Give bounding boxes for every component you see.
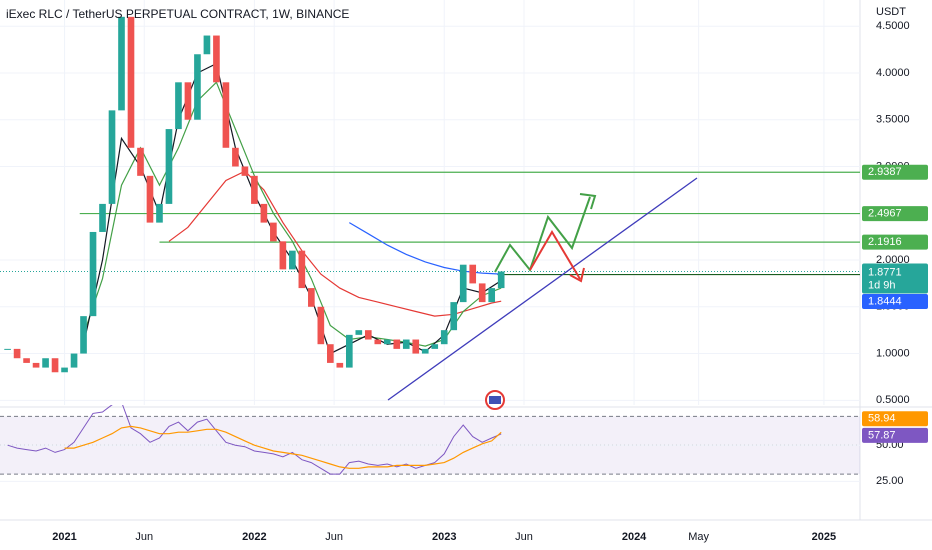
bear-arrow [569, 267, 585, 283]
last-price: 1.8771 [868, 266, 902, 278]
y-tick-label: 0.5000 [876, 394, 910, 406]
level-label: 2.1916 [868, 236, 902, 248]
candle [469, 264, 477, 284]
candle [355, 330, 363, 335]
moving-average [82, 81, 502, 347]
candle [488, 288, 496, 303]
candle [4, 348, 11, 350]
candle [51, 358, 59, 373]
rsi-line [7, 405, 502, 475]
candle [137, 147, 144, 176]
level-label-box [862, 164, 928, 180]
candle [203, 35, 211, 55]
rsi-ma-box [862, 411, 928, 427]
x-tick-label: Jun [135, 531, 153, 543]
candle [251, 175, 258, 204]
bull-arrow [579, 193, 597, 210]
candle [194, 54, 201, 120]
candle [260, 203, 268, 223]
candle [165, 129, 173, 204]
candle [327, 344, 334, 363]
candle [61, 367, 68, 373]
candle [23, 358, 30, 363]
candle [497, 271, 505, 289]
candle [118, 16, 125, 111]
bull-path [494, 196, 591, 273]
last-price-box [862, 263, 928, 294]
level-price-box [862, 294, 928, 310]
candle [412, 339, 420, 354]
candle [364, 330, 372, 340]
level-label-box [862, 206, 928, 222]
candle [478, 283, 486, 303]
rsi-ma-value: 58.94 [868, 413, 896, 425]
rsi-tick-label: 25.00 [876, 475, 904, 487]
y-tick-label: 4.5000 [876, 20, 910, 32]
x-tick-label: Jun [325, 531, 343, 543]
drawings [387, 177, 698, 410]
rsi-value-box [862, 427, 928, 443]
level-label: 2.9387 [868, 166, 902, 178]
candle [402, 339, 410, 349]
trend-line [387, 177, 698, 401]
level-label: 2.4967 [868, 207, 902, 219]
x-tick-label: 2024 [622, 531, 647, 543]
candle [156, 203, 163, 223]
candle [279, 241, 287, 270]
level-label-box [862, 234, 928, 250]
candle [232, 147, 239, 167]
countdown: 1d 9h [868, 279, 896, 291]
x-tick-label: 2021 [52, 531, 76, 543]
candle [80, 316, 87, 354]
candle [289, 250, 296, 270]
candle [459, 264, 467, 303]
candle [175, 82, 182, 130]
candle [345, 334, 353, 368]
candle [241, 166, 249, 176]
x-tick-label: May [688, 531, 709, 543]
candle [336, 362, 344, 368]
candle [421, 348, 429, 354]
candle [450, 302, 458, 331]
flag-icon [489, 396, 501, 404]
candle [184, 82, 192, 120]
chart-title: iExec RLC / TetherUS PERPETUAL CONTRACT,… [6, 7, 349, 21]
x-tick-label: 2022 [242, 531, 266, 543]
candle [13, 348, 21, 359]
candle [32, 362, 40, 368]
x-tick-label: 2025 [812, 531, 836, 543]
x-tick-label: 2023 [432, 531, 456, 543]
candle [222, 82, 230, 148]
candle [317, 306, 325, 345]
level-price: 1.8444 [868, 295, 902, 307]
candle [213, 35, 220, 83]
x-tick-label: Jun [515, 531, 533, 543]
rsi-ma-line [64, 425, 502, 469]
candle [89, 231, 97, 317]
y-tick-label: 3.5000 [876, 114, 910, 126]
currency: USDT [876, 6, 906, 18]
bear-path [529, 230, 581, 280]
candle [127, 16, 135, 148]
candle [70, 353, 78, 368]
candle [99, 203, 106, 232]
y-tick-label: 1.0000 [876, 347, 910, 359]
y-tick-label: 4.0000 [876, 67, 910, 79]
candle [42, 358, 49, 368]
candle [270, 222, 277, 242]
candle [298, 250, 306, 289]
candle [393, 339, 401, 349]
rsi-value: 57.87 [868, 429, 896, 441]
candle [308, 288, 315, 307]
candle [440, 330, 448, 345]
candle [146, 175, 154, 223]
candle [374, 339, 382, 345]
candle [108, 110, 116, 204]
y-tick-label: 2.0000 [876, 254, 910, 266]
candle [431, 344, 439, 349]
candle [383, 339, 391, 345]
